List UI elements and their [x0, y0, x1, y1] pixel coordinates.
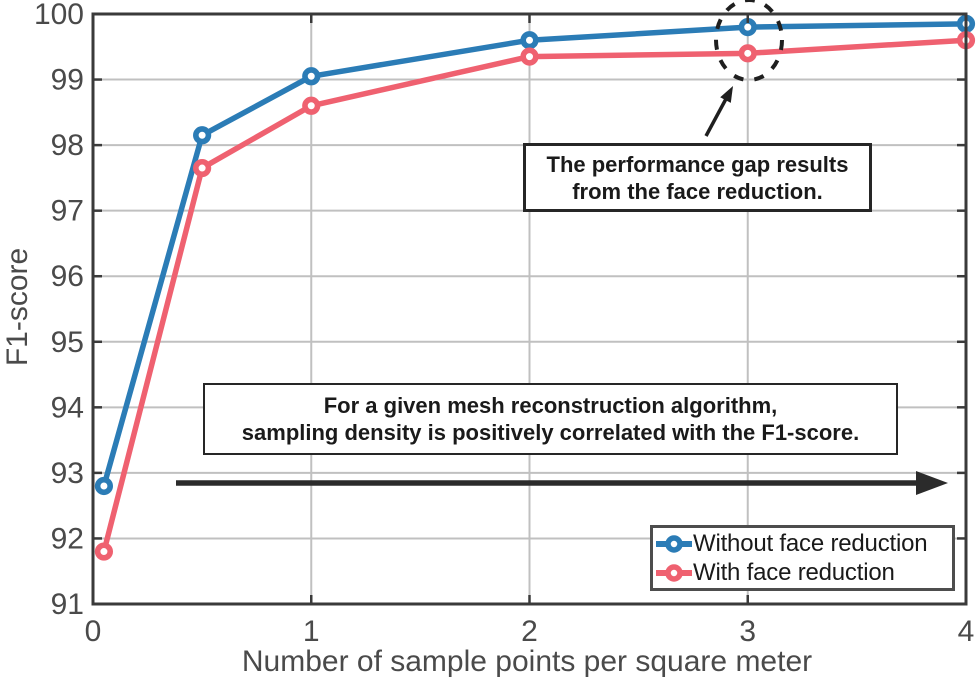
annotation-density-note-line1: For a given mesh reconstruction algorith… — [323, 393, 778, 418]
y-axis-title: F1-score — [1, 248, 34, 366]
density-arrow — [176, 471, 948, 495]
legend-label: With face reduction — [693, 558, 895, 586]
y-tick-label: 98 — [51, 129, 84, 162]
y-tick-label: 92 — [51, 522, 84, 555]
annotation-gap-note-line2: from the face reduction. — [572, 178, 823, 204]
legend-item-with-face-reduction: With face reduction — [655, 559, 950, 587]
data-point-marker — [738, 44, 757, 63]
x-tick-label: 3 — [739, 615, 756, 648]
y-tick-label: 97 — [51, 195, 84, 228]
data-point-marker — [94, 542, 114, 561]
series-line-0 — [101, 21, 969, 489]
data-point-marker — [520, 31, 539, 50]
legend-item-without-face-reduction: Without face reduction — [655, 530, 950, 558]
annotation-layer — [176, 0, 948, 495]
x-tick-label: 0 — [85, 615, 102, 648]
annotation-gap-note: The performance gap results from the fac… — [523, 143, 872, 212]
data-point-marker — [302, 96, 321, 115]
series-layer — [94, 14, 976, 561]
legend-marker-red — [656, 563, 692, 582]
annotation-density-note: For a given mesh reconstruction algorith… — [203, 383, 898, 455]
y-tick-label: 100 — [34, 0, 84, 31]
legend-label: Without face reduction — [693, 529, 928, 557]
y-tick-label: 94 — [51, 391, 84, 424]
gap-arrow — [704, 86, 733, 137]
x-tick-label: 4 — [958, 615, 975, 648]
y-tick-label: 91 — [51, 588, 84, 621]
data-point-marker — [193, 158, 212, 178]
grid-layer — [93, 14, 966, 604]
data-point-marker — [302, 67, 321, 86]
data-point-marker — [193, 126, 212, 145]
series-line-1 — [101, 37, 969, 555]
x-tick-label: 2 — [521, 615, 538, 648]
data-point-marker — [94, 476, 114, 496]
x-tick-label: 1 — [303, 615, 320, 648]
axis-layer: 0 1 2 3 4 91 92 93 94 95 96 97 98 99 100 — [34, 0, 974, 648]
legend-marker-blue — [656, 534, 692, 553]
y-tick-label: 95 — [51, 326, 84, 359]
annotation-gap-note-line1: The performance gap results — [546, 151, 849, 177]
x-axis-title: Number of sample points per square meter — [242, 645, 812, 678]
y-tick-label: 99 — [51, 64, 84, 97]
legend: Without face reduction With face reducti… — [650, 525, 955, 591]
y-tick-label: 96 — [51, 260, 84, 293]
highlight-circle — [714, 0, 784, 82]
data-point-marker — [520, 47, 539, 66]
annotation-density-note-line2: sampling density is positively correlate… — [241, 420, 860, 445]
y-tick-label: 93 — [51, 457, 84, 490]
